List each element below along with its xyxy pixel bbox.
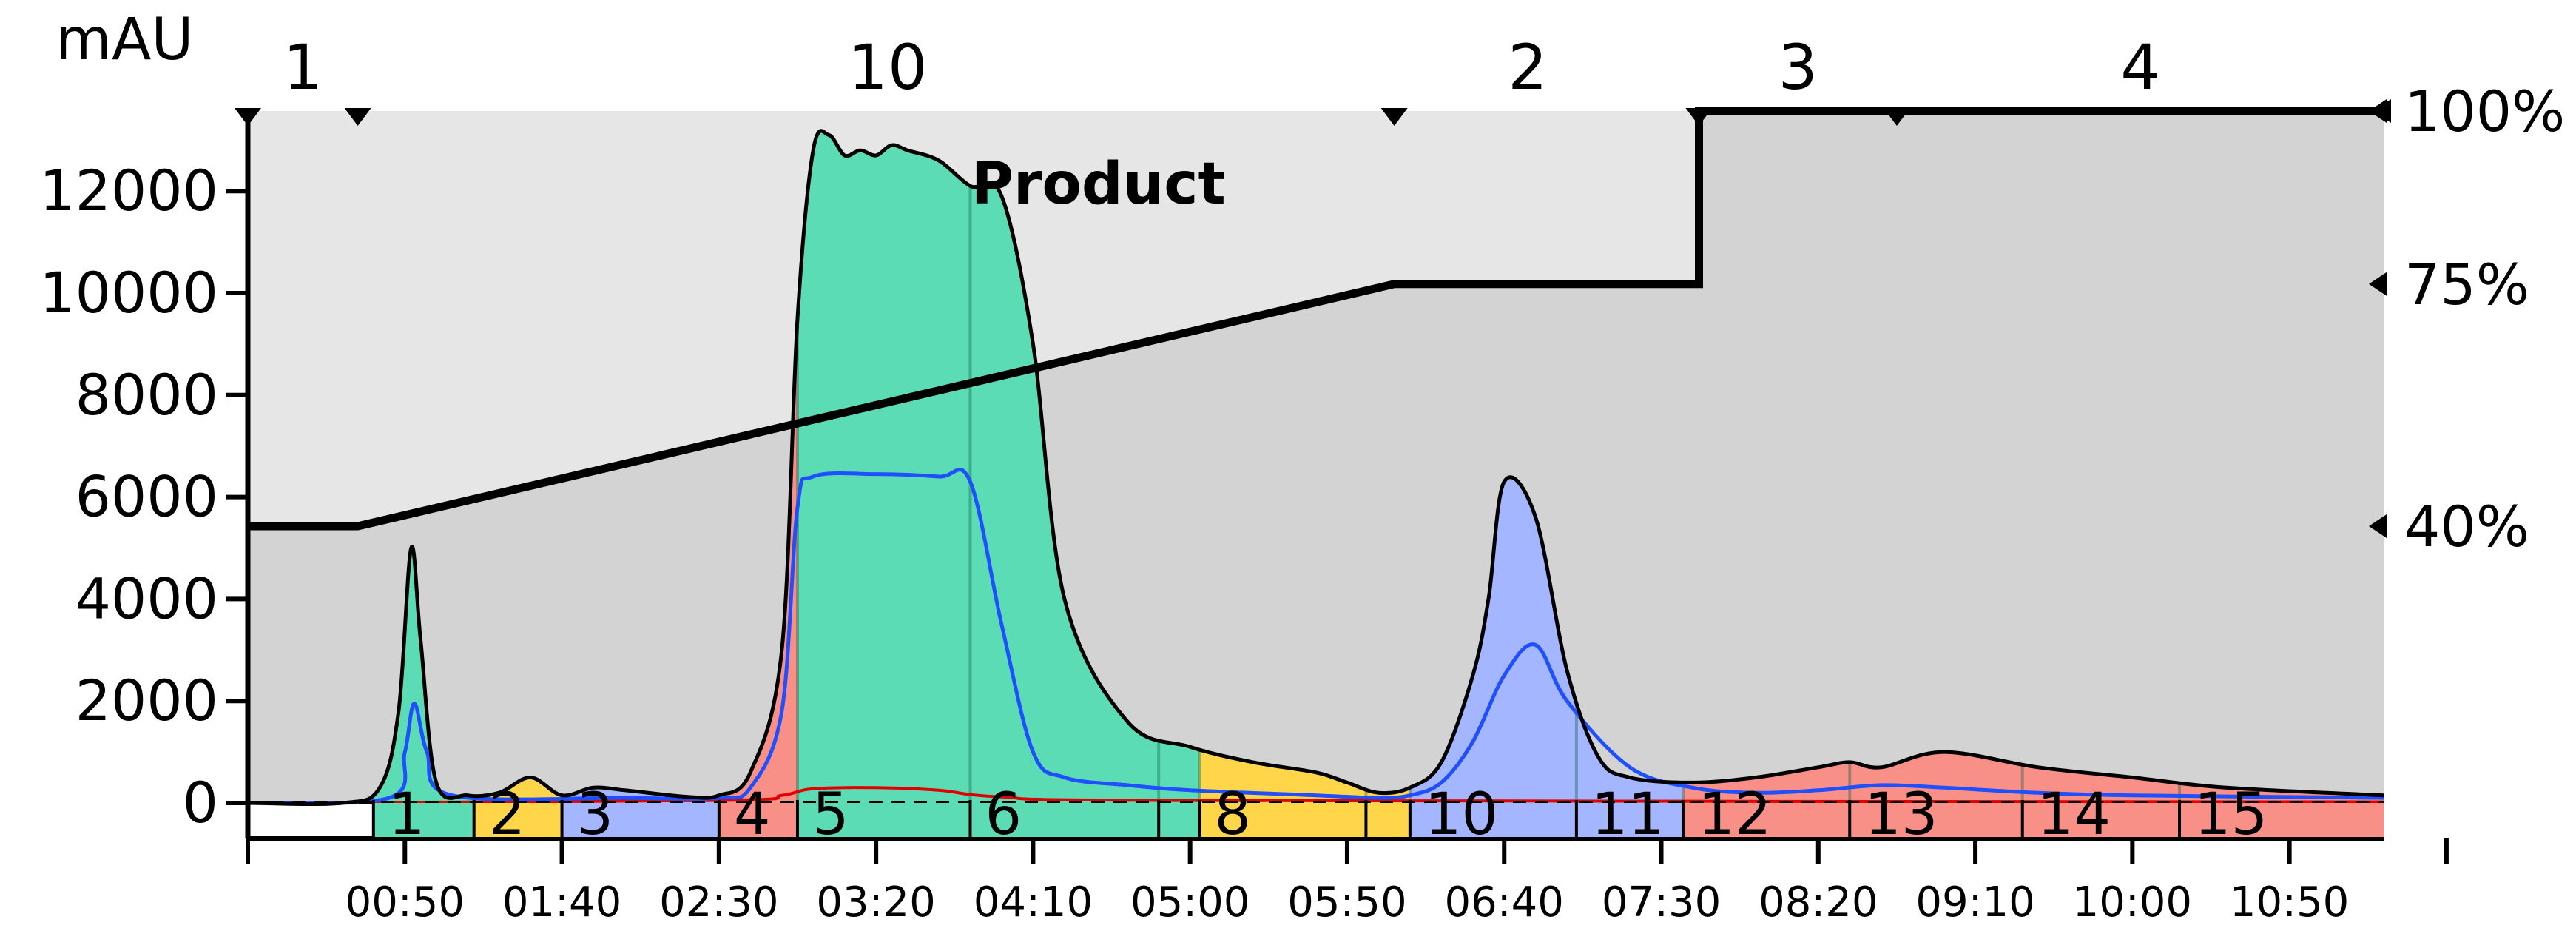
fraction-band-10: [1409, 803, 1577, 838]
fraction-bar: 1 2 3 4 5 6 8 10 11 12 13 14 15: [248, 782, 2384, 848]
x-tick-label-9: 07:30: [1602, 878, 1721, 927]
percent-label-100: 100%: [2404, 78, 2565, 144]
fraction-band-9: [1366, 803, 1410, 838]
fraction-band-14: [2022, 803, 2180, 838]
phase-label-3: 3: [1778, 31, 1817, 104]
fraction-band-11: [1576, 803, 1684, 838]
fraction-band-15: [2179, 803, 2384, 838]
above-gradient-background: [248, 111, 2384, 526]
x-tick-label-11: 09:10: [1915, 878, 2034, 927]
fraction-band-8: [1199, 803, 1366, 838]
x-tick-label-13: 10:50: [2230, 878, 2349, 927]
x-tick-label-4: 03:20: [816, 878, 935, 927]
uv-trace-line: [247, 129, 2384, 807]
fraction-band-5: [797, 803, 971, 838]
chart-text: mAU 100% 75% 40% Product: [55, 7, 2565, 559]
axes: 0 2000 4000 6000 8000 10000 12000 00:50 01:40 02:…: [39, 111, 2449, 927]
trace-lines: [247, 129, 2384, 807]
gradient-concentration-line: [248, 107, 2384, 531]
fraction-band-3: [562, 803, 719, 838]
y-tick-label-2000: 2000: [75, 668, 218, 733]
fraction-band-6: [970, 803, 1159, 838]
gradient-line: [248, 107, 2384, 531]
event-mark-4: [1883, 108, 1910, 126]
y-tick-label-12000: 12000: [39, 158, 218, 223]
annotation-product: Product: [971, 151, 1226, 218]
x-tick-label-10: 08:20: [1759, 878, 1878, 927]
fraction-band-12: [1683, 803, 1850, 838]
y-tick-label-8000: 8000: [75, 362, 218, 428]
phase-labels: 1 10 2 3 4: [235, 31, 2391, 126]
x-tick-label-3: 02:30: [659, 878, 778, 927]
y-axis-unit-label: mAU: [55, 7, 193, 73]
fraction-band-4: [718, 803, 798, 838]
x-tick-label-8: 06:40: [1445, 878, 1564, 927]
phase-label-2: 2: [1508, 31, 1547, 104]
y-tick-label-10000: 10000: [39, 260, 218, 326]
phase-label-1: 1: [283, 31, 323, 104]
blue-trace-line: [247, 468, 2384, 805]
y-tick-label-0: 0: [183, 770, 218, 836]
phase-label-4: 4: [2120, 31, 2159, 104]
event-mark-0: [235, 108, 261, 126]
x-tick-label-6: 05:00: [1130, 878, 1250, 927]
fraction-band-2: [473, 803, 562, 838]
percent-label-75: 75%: [2404, 252, 2529, 317]
percent-label-40: 40%: [2404, 494, 2529, 559]
percent-mark-100: [2369, 99, 2387, 123]
y-tick-label-6000: 6000: [75, 464, 218, 530]
fraction-band-7: [1159, 803, 1200, 838]
percent-mark-40: [2369, 514, 2387, 538]
y-tick-label-4000: 4000: [75, 565, 218, 631]
x-tick-label-12: 10:00: [2073, 878, 2192, 927]
x-tick-label-5: 04:10: [974, 878, 1093, 927]
x-tick-label-2: 01:40: [502, 878, 621, 927]
percent-mark-75: [2369, 272, 2387, 296]
event-mark-3: [1685, 108, 1713, 126]
event-mark-2: [1380, 108, 1408, 126]
red-trace-line: [247, 786, 2384, 804]
fraction-band-13: [1850, 803, 2023, 838]
plot-background: [248, 111, 2384, 803]
x-tick-label-7: 05:50: [1287, 878, 1406, 927]
event-mark-1: [344, 108, 371, 126]
phase-label-10: 10: [849, 31, 928, 104]
fraction-band-1: [373, 803, 474, 838]
x-tick-label-1: 00:50: [345, 878, 465, 927]
uv-fill-fraction-5: [797, 130, 971, 803]
